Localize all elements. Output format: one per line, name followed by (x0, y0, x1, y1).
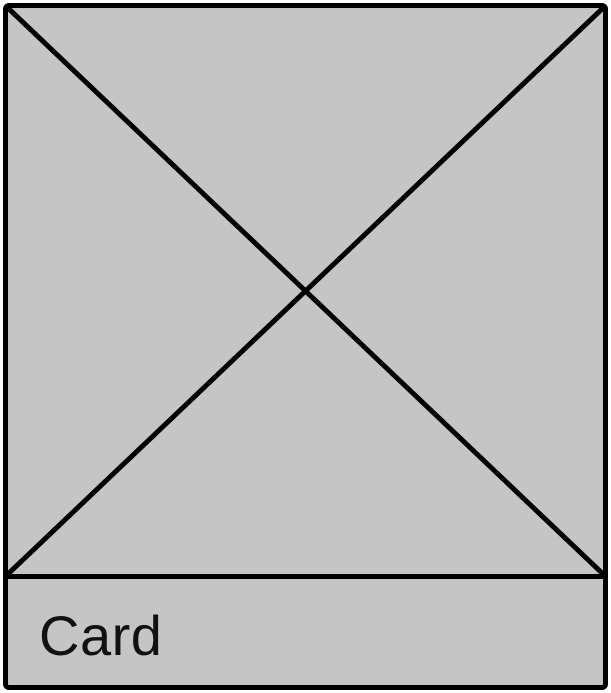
placeholder-diagonal-line (8, 8, 603, 574)
card-title: Card (39, 604, 163, 667)
card-divider (8, 574, 603, 579)
card[interactable]: Card (3, 3, 608, 690)
image-placeholder-icon (8, 8, 603, 574)
